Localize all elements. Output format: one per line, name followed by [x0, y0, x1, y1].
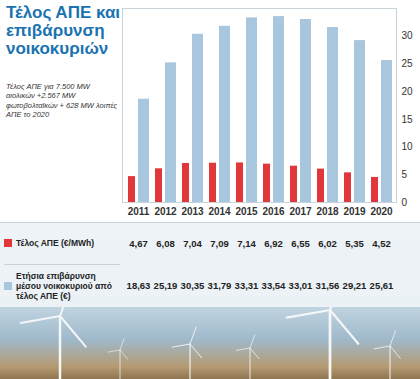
html-text:Ετήσια επιβάρυνση μέσου νοικοκ: Ετήσια επιβάρυνση μέσου νοικοκυριού από …: [16, 270, 112, 302]
svg-text:31,56: 31,56: [316, 280, 340, 291]
svg-text:0: 0: [402, 197, 408, 208]
svg-text:7,09: 7,09: [210, 238, 229, 249]
svg-text:4,67: 4,67: [129, 238, 148, 249]
svg-text:30,35: 30,35: [181, 280, 205, 291]
svg-text:33,54: 33,54: [262, 280, 286, 291]
svg-text:15: 15: [402, 114, 414, 125]
svg-text:5,35: 5,35: [345, 238, 364, 249]
svg-text:6,02: 6,02: [318, 238, 337, 249]
svg-text:31,79: 31,79: [208, 280, 232, 291]
svg-text:2014: 2014: [208, 206, 231, 217]
svg-text:2016: 2016: [262, 206, 285, 217]
svg-text:10: 10: [402, 141, 414, 152]
svg-text:2017: 2017: [289, 206, 312, 217]
svg-text:25,61: 25,61: [370, 280, 394, 291]
svg-text:20: 20: [402, 86, 414, 97]
svg-text:6,92: 6,92: [264, 238, 283, 249]
svg-text:33,01: 33,01: [289, 280, 313, 291]
svg-text:30: 30: [402, 30, 414, 41]
html-text:Τέλος ΑΠΕ και επιβάρυνση νοικο: Τέλος ΑΠΕ και επιβάρυνση νοικοκυριών: [6, 3, 121, 58]
svg-text:33,31: 33,31: [235, 280, 259, 291]
svg-text:2018: 2018: [316, 206, 339, 217]
html-text:Τέλος ΑΠΕ για 7.500 MW αιολικώ: Τέλος ΑΠΕ για 7.500 MW αιολικών +2.567 M…: [6, 82, 118, 120]
svg-text:4,52: 4,52: [372, 238, 391, 249]
svg-text:18,63: 18,63: [127, 280, 151, 291]
svg-text:29,21: 29,21: [343, 280, 367, 291]
svg-text:6,55: 6,55: [291, 238, 310, 249]
svg-text:2015: 2015: [235, 206, 258, 217]
svg-text:7,14: 7,14: [237, 238, 256, 249]
svg-text:2019: 2019: [343, 206, 366, 217]
html-text:Τέλος ΑΠΕ (€/MWh): Τέλος ΑΠΕ (€/MWh): [16, 237, 94, 248]
svg-text:6,08: 6,08: [156, 238, 175, 249]
svg-text:2020: 2020: [370, 206, 393, 217]
svg-text:2013: 2013: [181, 206, 204, 217]
svg-text:25: 25: [402, 58, 414, 69]
svg-text:25,19: 25,19: [154, 280, 178, 291]
svg-text:2012: 2012: [154, 206, 177, 217]
svg-text:7,04: 7,04: [183, 238, 202, 249]
svg-text:5: 5: [402, 169, 408, 180]
svg-text:2011: 2011: [128, 206, 150, 217]
